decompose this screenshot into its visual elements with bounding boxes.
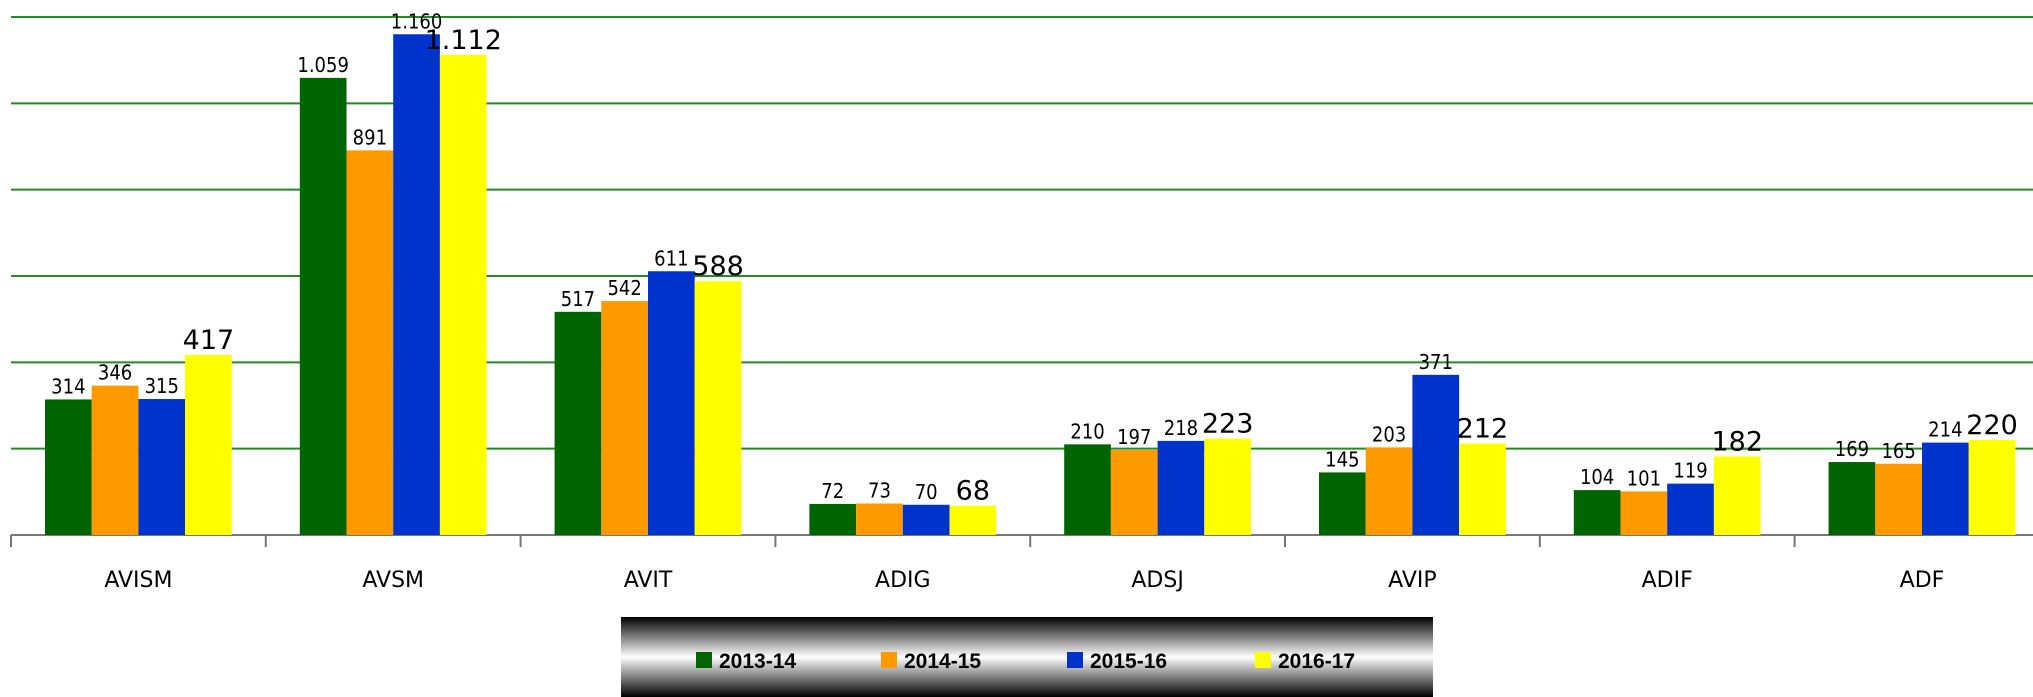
bar xyxy=(601,301,648,535)
bar xyxy=(138,399,186,535)
legend-box xyxy=(621,617,1433,697)
x-tick-label: AVISM xyxy=(104,568,172,593)
bar xyxy=(299,77,347,536)
bar xyxy=(1412,374,1460,535)
data-label: 101 xyxy=(1627,466,1661,490)
data-label: 72 xyxy=(821,479,844,503)
bar xyxy=(1110,449,1158,535)
data-label: 611 xyxy=(654,246,688,270)
legend-label: 2013-14 xyxy=(719,650,796,673)
data-label: 517 xyxy=(561,287,595,311)
data-label: 169 xyxy=(1835,437,1869,461)
legend-label: 2016-17 xyxy=(1278,650,1355,673)
legend-label: 2015-16 xyxy=(1090,650,1167,673)
bar xyxy=(1922,442,1969,535)
data-label: 223 xyxy=(1202,409,1254,440)
data-label: 145 xyxy=(1325,447,1359,471)
data-label: 417 xyxy=(183,325,235,356)
bar xyxy=(91,385,139,535)
data-label: 182 xyxy=(1711,426,1763,457)
bar xyxy=(856,503,903,535)
bar xyxy=(1667,483,1714,535)
x-tick-label: AVSM xyxy=(362,568,424,593)
legend-swatch xyxy=(1255,652,1271,668)
bar xyxy=(346,150,394,535)
legend-swatch xyxy=(881,652,897,668)
data-label: 1.059 xyxy=(297,53,349,77)
x-tick-label: AVIP xyxy=(1388,568,1436,593)
bar xyxy=(1828,462,1876,535)
bar xyxy=(809,503,857,535)
data-label: 203 xyxy=(1372,422,1406,446)
data-label: 314 xyxy=(51,374,85,398)
bar xyxy=(185,354,232,535)
data-label: 891 xyxy=(353,125,387,149)
bar xyxy=(1319,472,1366,535)
data-label: 68 xyxy=(956,476,990,507)
data-label: 220 xyxy=(1966,410,2018,441)
x-tick-label: ADIG xyxy=(875,568,931,593)
bar xyxy=(45,399,92,535)
bar xyxy=(1204,438,1251,535)
bar xyxy=(1064,444,1111,535)
data-label: 119 xyxy=(1673,459,1707,483)
x-tick-label: ADIF xyxy=(1642,568,1693,593)
data-label: 165 xyxy=(1881,439,1915,463)
bar xyxy=(648,271,695,535)
data-label: 1.160 xyxy=(391,9,443,33)
data-label: 346 xyxy=(98,361,132,385)
data-label: 218 xyxy=(1164,416,1198,440)
data-label: 104 xyxy=(1580,465,1614,489)
data-label: 197 xyxy=(1117,425,1151,449)
bar xyxy=(1157,440,1205,535)
data-label: 371 xyxy=(1419,350,1453,374)
data-label: 588 xyxy=(692,251,744,282)
data-label: 73 xyxy=(868,478,891,502)
bar xyxy=(1620,491,1668,535)
bar xyxy=(694,281,742,535)
data-label: 70 xyxy=(915,480,938,504)
data-label: 315 xyxy=(145,374,179,398)
x-tick-label: ADF xyxy=(1900,568,1945,593)
legend-label: 2014-15 xyxy=(904,650,981,673)
bar xyxy=(902,504,950,535)
legend-swatch xyxy=(1067,652,1083,668)
data-label: 1.112 xyxy=(425,25,502,56)
data-label: 210 xyxy=(1070,419,1104,443)
bar xyxy=(393,34,440,536)
data-label: 214 xyxy=(1928,418,1962,442)
bar xyxy=(439,54,487,536)
x-tick-label: AVIT xyxy=(624,568,673,593)
bar xyxy=(1875,463,1922,535)
data-label: 542 xyxy=(607,276,641,300)
bar xyxy=(554,311,602,535)
bar xyxy=(1573,490,1621,535)
bar xyxy=(1968,440,2016,535)
bar xyxy=(1459,443,1506,535)
bar xyxy=(1713,456,1761,535)
x-tick-label: ADSJ xyxy=(1131,568,1183,593)
bar xyxy=(949,505,997,535)
data-label: 212 xyxy=(1457,413,1509,444)
bar xyxy=(1365,447,1413,535)
legend-swatch xyxy=(696,652,712,668)
